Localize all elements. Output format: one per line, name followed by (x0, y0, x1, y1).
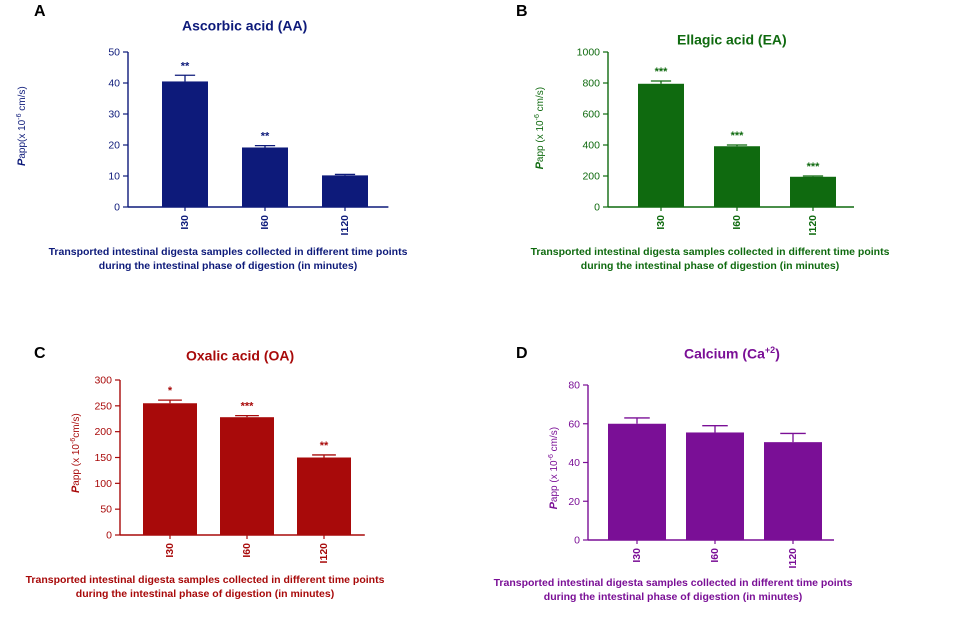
chart-title-text: Ellagic acid (EA) (677, 31, 787, 48)
panel-letter: A (34, 3, 46, 20)
chart-title: Ascorbic acid (AA) (182, 17, 307, 34)
y-tick-label: 1000 (577, 47, 601, 59)
significance-marker: *** (241, 401, 255, 413)
bar-chart-svg: 0 200 400 600 800 1000 *** I30 *** I60 *** I120 (577, 47, 854, 236)
bar (686, 432, 744, 540)
y-tick-label: 800 (582, 78, 600, 90)
y-tick-label: 600 (582, 109, 600, 121)
y-tick-label: 20 (568, 496, 580, 508)
x-axis-label-line1: Transported intestinal digesta samples c… (48, 246, 408, 258)
x-axis-label-line2: during the intestinal phase of digestion… (580, 260, 840, 272)
bar (790, 176, 836, 207)
bar (322, 175, 368, 207)
y-tick-label: 200 (94, 426, 112, 438)
chart-title-tail: ) (775, 345, 780, 362)
chart-title: Calcium (Ca+2) (684, 345, 780, 362)
y-tick-label: 300 (94, 375, 112, 387)
y-tick-label: 0 (594, 202, 600, 214)
x-tick-label: I60 (731, 215, 743, 230)
chart-panel-d: D Calcium (Ca+2) Papp (x 10-6 cm/s) 0 20 4… (478, 310, 956, 620)
y-tick-label: 200 (582, 171, 600, 183)
x-axis-label: Transported intestinal digesta samples c… (0, 573, 410, 601)
bar-chart-svg: 0 10 20 30 40 50 ** I30 ** I60 I120 (108, 47, 389, 236)
chart-title: Ellagic acid (EA) (677, 31, 787, 48)
significance-marker: ** (261, 131, 270, 143)
y-tick-label: 100 (94, 478, 112, 490)
significance-marker: *** (731, 130, 745, 142)
bar-chart-svg: 0 50 100 150 200 250 300 * I30 *** I60 ** I120 (94, 375, 365, 564)
x-axis-label-line2: during the intestinal phase of digestion… (98, 260, 358, 272)
significance-marker: ** (181, 60, 190, 72)
chart-title-text: Oxalic acid (OA) (186, 347, 295, 364)
x-tick-label: I30 (631, 548, 643, 563)
x-tick-label: I30 (179, 215, 191, 230)
x-axis-label: Transported intestinal digesta samples c… (500, 245, 920, 273)
chart-panel-b: B Ellagic acid (EA) Papp (x 10-6 cm/s) 0… (478, 0, 956, 310)
significance-marker: *** (807, 161, 821, 173)
y-tick-label: 0 (106, 530, 112, 542)
y-tick-label: 10 (108, 171, 120, 183)
y-tick-label: 20 (108, 140, 120, 152)
x-tick-label: I30 (655, 215, 667, 230)
panel-letter: C (34, 345, 46, 362)
bar (220, 417, 274, 535)
y-tick-label: 250 (94, 400, 112, 412)
chart-panel-a: A Ascorbic acid (AA) Papp(x 10-6 cm/s) 0… (0, 0, 478, 310)
chart-panel-c: C Oxalic acid (OA) Papp (x 10-6cm/s) 0 50… (0, 310, 478, 620)
bar (297, 457, 351, 535)
chart-title-text: Ascorbic acid (AA) (182, 17, 308, 34)
y-tick-label: 50 (100, 504, 112, 516)
x-tick-label: I60 (241, 543, 253, 558)
bar (764, 442, 822, 540)
y-tick-label: 40 (568, 457, 580, 469)
bar (242, 147, 288, 207)
y-tick-label: 40 (108, 78, 120, 90)
y-tick-label: 60 (568, 418, 580, 430)
bar-chart-svg: 0 20 40 60 80 I30 I60 I120 (568, 380, 834, 569)
panel-letter: D (516, 345, 528, 362)
y-tick-label: 0 (114, 202, 120, 214)
bar (608, 423, 666, 540)
panel-letter: B (516, 3, 528, 20)
x-tick-label: I120 (318, 543, 330, 564)
x-tick-label: I120 (339, 215, 351, 236)
y-tick-label: 0 (574, 535, 580, 547)
chart-title-sup: +2 (764, 345, 776, 355)
x-tick-label: I60 (709, 548, 721, 563)
y-tick-label: 80 (568, 380, 580, 392)
y-tick-label: 400 (582, 140, 600, 152)
x-axis-label-line1: Transported intestinal digesta samples c… (25, 574, 385, 586)
bar (714, 146, 760, 207)
x-tick-label: I120 (787, 548, 799, 569)
y-tick-label: 150 (94, 452, 112, 464)
x-tick-label: I120 (807, 215, 819, 236)
chart-title: Oxalic acid (OA) (186, 347, 294, 364)
y-tick-label: 50 (108, 47, 120, 59)
x-tick-label: I30 (164, 543, 176, 558)
x-axis-label-line1: Transported intestinal digesta samples c… (530, 246, 890, 258)
significance-marker: ** (320, 440, 329, 452)
x-tick-label: I60 (259, 215, 271, 230)
bar (162, 81, 208, 207)
x-axis-label: Transported intestinal digesta samples c… (463, 576, 883, 604)
x-axis-label: Transported intestinal digesta samples c… (18, 245, 438, 273)
x-axis-label-line2: during the intestinal phase of digestion… (75, 588, 335, 600)
x-axis-label-line1: Transported intestinal digesta samples c… (493, 577, 853, 589)
significance-marker: * (168, 385, 173, 397)
y-tick-label: 30 (108, 109, 120, 121)
bar (638, 83, 684, 207)
chart-title-text: Calcium (Ca (684, 345, 765, 362)
significance-marker: *** (655, 66, 669, 78)
x-axis-label-line2: during the intestinal phase of digestion… (543, 591, 803, 603)
bar (143, 403, 197, 535)
